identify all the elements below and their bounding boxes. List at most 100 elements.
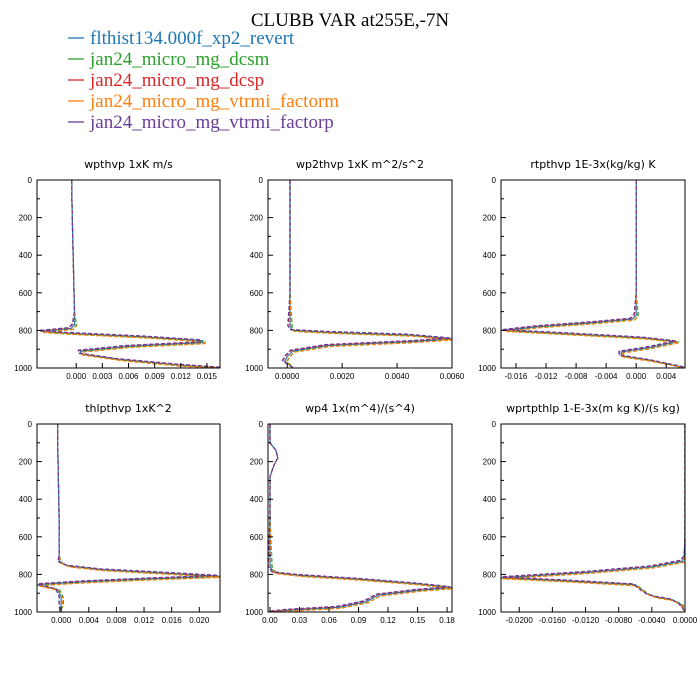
figure-title: CLUBB VAR at255E,-7N <box>251 10 450 31</box>
x-tick-label: 0.000 <box>626 372 647 381</box>
legend-label: jan24_micro_mg_vtrmi_factorp <box>89 112 334 133</box>
legend-entry: jan24_micro_mg_vtrmi_factorm <box>68 91 339 112</box>
y-tick-label: 600 <box>19 533 33 542</box>
x-tick-label: -0.016 <box>505 372 528 381</box>
x-tick-label: -0.012 <box>535 372 558 381</box>
series-line <box>283 180 452 368</box>
chart-panel: thlpthvp 1xK^2 0 200 400 600 800 1000 0.000 0.00… <box>14 402 221 625</box>
x-tick-label: -0.0120 <box>572 616 600 625</box>
x-tick-label: 0.012 <box>171 372 192 381</box>
chart-panel: wprtpthlp 1-E-3x(m kg K)/(s kg) 0 200 400 60… <box>478 402 698 625</box>
x-tick-label: 0.012 <box>134 616 155 625</box>
y-tick-label: 800 <box>19 570 33 579</box>
series-line <box>502 180 685 368</box>
series-line <box>268 424 450 612</box>
x-tick-label: 0.00 <box>262 616 278 625</box>
x-tick-label: 0.016 <box>162 616 183 625</box>
chart-title: thlpthvp 1xK^2 <box>85 402 172 415</box>
series-line <box>281 180 451 368</box>
y-tick-label: 200 <box>250 458 264 467</box>
y-tick-label: 800 <box>483 570 497 579</box>
chart-panel: rtpthvp 1E-3x(kg/kg) K02004006008001000-… <box>478 158 686 381</box>
series-line <box>506 180 685 368</box>
chart-title: wp2thvp 1xK m^2/s^2 <box>296 158 424 171</box>
y-tick-label: 0 <box>28 420 33 429</box>
x-tick-label: -0.0200 <box>506 616 534 625</box>
y-tick-label: 0 <box>492 176 497 185</box>
y-tick-label: 800 <box>483 326 497 335</box>
x-tick-label: 0.009 <box>145 372 166 381</box>
series-line <box>503 424 685 612</box>
y-tick-label: 600 <box>483 533 497 542</box>
x-tick-label: 0.0000 <box>673 616 698 625</box>
legend-label: flthist134.000f_xp2_revert <box>90 28 295 49</box>
y-tick-label: 600 <box>250 533 264 542</box>
legend: flthist134.000f_xp2_revertjan24_micro_mg… <box>68 28 339 133</box>
x-tick-label: 0.06 <box>321 616 337 625</box>
x-tick-label: 0.15 <box>410 616 426 625</box>
y-tick-label: 200 <box>19 214 33 223</box>
x-tick-label: 0.000 <box>66 372 87 381</box>
x-tick-label: 0.09 <box>351 616 367 625</box>
y-tick-label: 0 <box>492 420 497 429</box>
y-tick-label: 400 <box>483 495 497 504</box>
series-group <box>268 424 452 612</box>
x-tick-label: 0.004 <box>656 372 677 381</box>
x-tick-label: 0.008 <box>106 616 127 625</box>
y-tick-label: 600 <box>19 289 33 298</box>
chart-title: rtpthvp 1E-3x(kg/kg) K <box>530 158 656 171</box>
series-line <box>285 180 452 368</box>
x-tick-label: 0.000 <box>51 616 72 625</box>
series-line <box>38 424 220 612</box>
y-tick-label: 0 <box>28 176 33 185</box>
series-line <box>37 424 218 612</box>
plot-frame <box>267 423 453 613</box>
y-tick-label: 400 <box>19 495 33 504</box>
y-tick-label: 400 <box>483 251 497 260</box>
y-tick-label: 800 <box>250 570 264 579</box>
x-tick-label: 0.003 <box>92 372 113 381</box>
y-tick-label: 400 <box>19 251 33 260</box>
y-tick-label: 400 <box>250 495 264 504</box>
x-tick-label: 0.020 <box>189 616 210 625</box>
legend-entry: jan24_micro_mg_dcsm <box>68 49 270 70</box>
y-tick-label: 1000 <box>14 608 32 617</box>
y-tick-label: 1000 <box>14 364 32 373</box>
series-line <box>268 424 451 612</box>
x-tick-label: 0.0040 <box>385 372 410 381</box>
chart-panel: wpthvp 1xK m/s 0 200 400 600 800 1000 0.000 0.00… <box>14 158 221 381</box>
y-tick-label: 400 <box>250 251 264 260</box>
x-tick-label: 0.0000 <box>275 372 300 381</box>
series-line <box>502 424 685 612</box>
y-tick-label: 1000 <box>245 608 263 617</box>
y-tick-label: 200 <box>19 458 33 467</box>
chart-title: wp4 1x(m^4)/(s^4) <box>305 402 415 415</box>
x-tick-label: 0.12 <box>380 616 396 625</box>
series-group <box>281 180 452 368</box>
y-tick-label: 1000 <box>245 364 263 373</box>
series-group <box>39 180 220 368</box>
series-line <box>39 180 220 368</box>
y-tick-label: 200 <box>250 214 264 223</box>
x-tick-label: -0.008 <box>565 372 588 381</box>
y-tick-label: 600 <box>483 289 497 298</box>
legend-entry: jan24_micro_mg_dcsp <box>68 70 264 91</box>
y-tick-label: 0 <box>259 176 264 185</box>
x-tick-label: -0.0080 <box>605 616 633 625</box>
series-line <box>281 180 450 368</box>
y-tick-label: 1000 <box>478 364 496 373</box>
x-tick-label: -0.0040 <box>638 616 666 625</box>
legend-entry: jan24_micro_mg_vtrmi_factorp <box>68 112 334 133</box>
y-tick-label: 800 <box>19 326 33 335</box>
chart-title: wprtpthlp 1-E-3x(m kg K)/(s kg) <box>506 402 680 415</box>
y-tick-label: 0 <box>259 420 264 429</box>
y-tick-label: 200 <box>483 458 497 467</box>
y-tick-label: 1000 <box>478 608 496 617</box>
x-tick-label: 0.015 <box>197 372 218 381</box>
series-group <box>502 180 685 368</box>
chart-title: wpthvp 1xK m/s <box>84 158 173 171</box>
chart-panel: wp2thvp 1xK m^2/s^2 0 200 400 600 800 1000 0.00… <box>245 158 465 381</box>
x-tick-label: 0.004 <box>79 616 100 625</box>
